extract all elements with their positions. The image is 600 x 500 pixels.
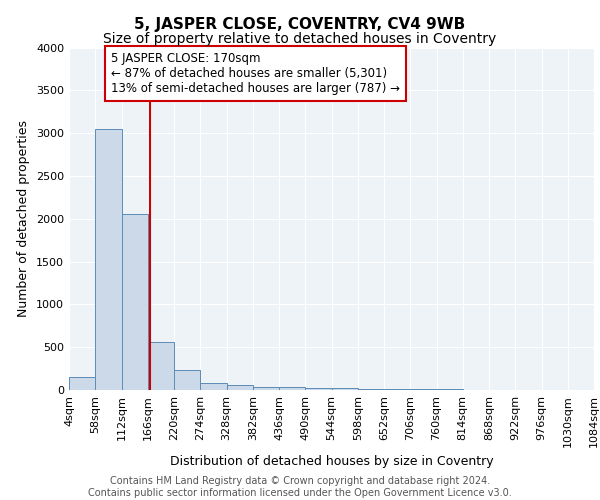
- Bar: [384, 389, 410, 390]
- Bar: [305, 388, 331, 390]
- Text: Contains HM Land Registry data © Crown copyright and database right 2024.
Contai: Contains HM Land Registry data © Crown c…: [88, 476, 512, 498]
- Text: 5, JASPER CLOSE, COVENTRY, CV4 9WB: 5, JASPER CLOSE, COVENTRY, CV4 9WB: [134, 18, 466, 32]
- Text: 5 JASPER CLOSE: 170sqm
← 87% of detached houses are smaller (5,301)
13% of semi-: 5 JASPER CLOSE: 170sqm ← 87% of detached…: [111, 52, 400, 95]
- Bar: [410, 389, 437, 390]
- Bar: [174, 370, 200, 390]
- Bar: [148, 342, 174, 390]
- Bar: [331, 388, 358, 390]
- Bar: [200, 383, 227, 390]
- Bar: [358, 388, 384, 390]
- Bar: [95, 129, 121, 390]
- Bar: [253, 386, 279, 390]
- X-axis label: Distribution of detached houses by size in Coventry: Distribution of detached houses by size …: [170, 455, 493, 468]
- Y-axis label: Number of detached properties: Number of detached properties: [17, 120, 31, 318]
- Text: Size of property relative to detached houses in Coventry: Size of property relative to detached ho…: [103, 32, 497, 46]
- Bar: [279, 388, 305, 390]
- Bar: [227, 385, 253, 390]
- Bar: [121, 214, 148, 390]
- Bar: [69, 377, 95, 390]
